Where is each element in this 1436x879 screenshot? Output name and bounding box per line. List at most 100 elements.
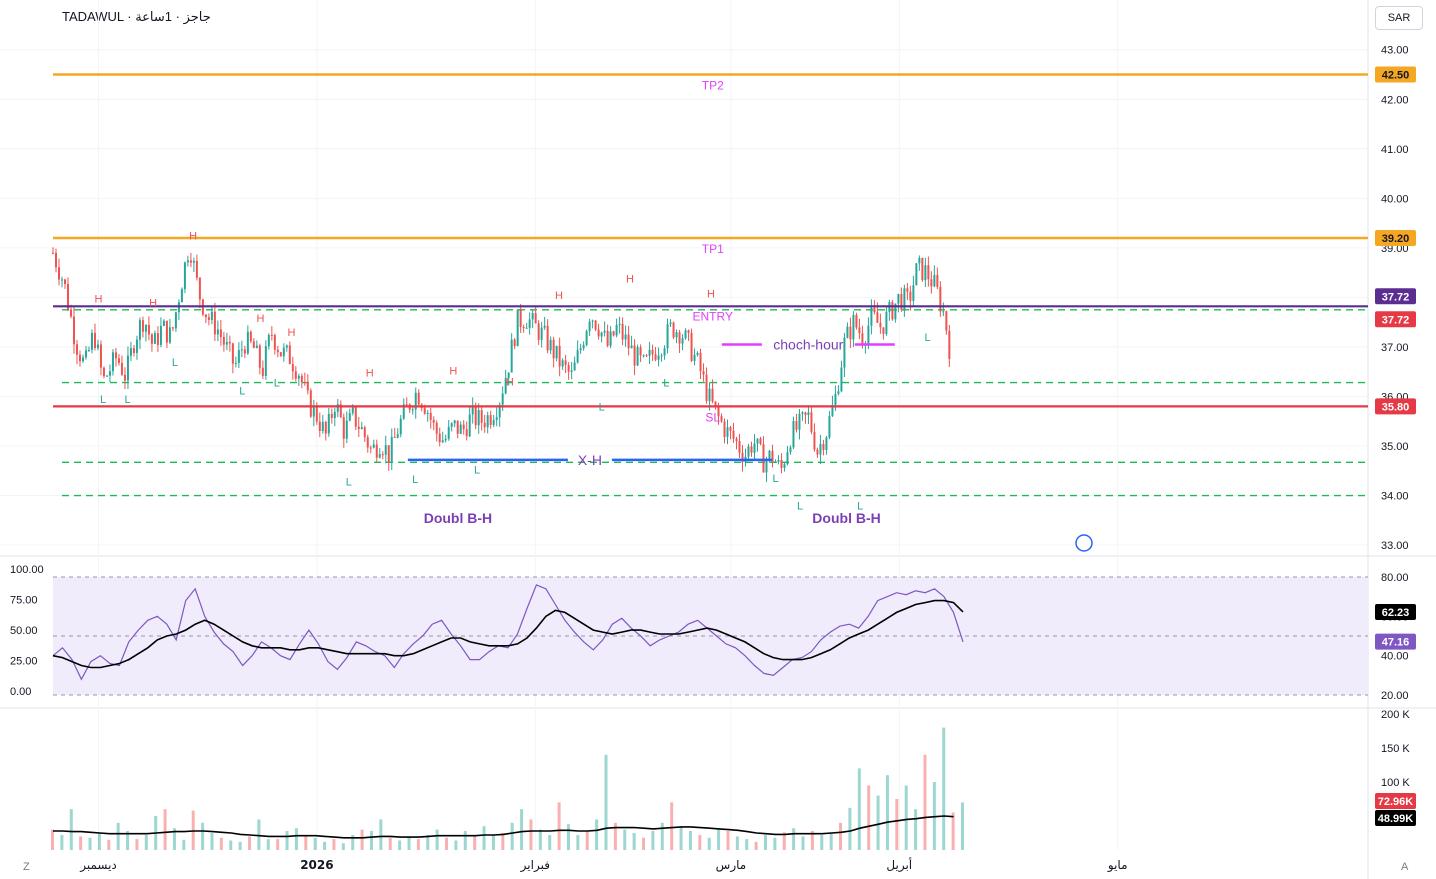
candle-body bbox=[651, 349, 654, 355]
candle-body bbox=[798, 413, 801, 430]
volume-bar bbox=[172, 828, 176, 850]
candle-body bbox=[246, 331, 249, 354]
volume-bar bbox=[651, 830, 655, 850]
candle-body bbox=[249, 331, 252, 342]
candle-body bbox=[504, 378, 507, 394]
candle-body bbox=[240, 349, 243, 351]
candle-body bbox=[309, 390, 312, 417]
candle-body bbox=[273, 335, 276, 350]
candle-body bbox=[315, 405, 318, 422]
candle-body bbox=[282, 347, 285, 357]
candle-body bbox=[786, 452, 789, 465]
candle-body bbox=[162, 320, 165, 326]
volume-bar bbox=[688, 830, 692, 850]
candle-body bbox=[351, 407, 354, 413]
candle-body bbox=[543, 325, 546, 328]
candle-body bbox=[138, 320, 141, 340]
volume-bar bbox=[473, 836, 477, 850]
candle-body bbox=[861, 333, 864, 346]
volume-bar bbox=[548, 835, 552, 850]
xh-label: X-H bbox=[578, 452, 602, 468]
candle-body bbox=[52, 252, 54, 254]
candle-body bbox=[192, 260, 195, 263]
volume-bar bbox=[257, 819, 261, 850]
candle-body bbox=[615, 325, 618, 336]
corner-right-label[interactable]: A bbox=[1401, 861, 1409, 873]
volume-bar bbox=[285, 830, 289, 850]
swing-label: H bbox=[95, 293, 103, 305]
candle-body bbox=[54, 253, 57, 268]
candle-body bbox=[63, 279, 66, 285]
candle-body bbox=[558, 345, 561, 367]
swing-label: H bbox=[287, 327, 295, 339]
candle-body bbox=[303, 382, 306, 384]
candle-body bbox=[609, 331, 612, 346]
swing-label: L bbox=[274, 378, 280, 390]
candle-body bbox=[855, 314, 858, 328]
candle-body bbox=[945, 311, 948, 331]
volume-bar bbox=[276, 839, 280, 850]
level-label-sl: SL bbox=[705, 410, 720, 424]
candle-body bbox=[291, 364, 294, 372]
candle-body bbox=[360, 427, 363, 430]
swing-label: L bbox=[772, 473, 778, 485]
candle-body bbox=[873, 307, 876, 313]
volume-bar bbox=[126, 830, 130, 850]
volume-tick-label: 200 K bbox=[1381, 709, 1410, 721]
candle-body bbox=[204, 314, 207, 318]
volume-bar bbox=[735, 836, 739, 850]
candle-body bbox=[414, 392, 417, 410]
candle-body bbox=[564, 360, 567, 365]
candle-body bbox=[252, 341, 255, 349]
candle-body bbox=[585, 331, 588, 345]
volume-bar bbox=[885, 775, 889, 850]
candle-body bbox=[588, 321, 591, 332]
candle-body bbox=[594, 320, 597, 330]
candle-body bbox=[435, 422, 438, 434]
currency-button[interactable]: SAR bbox=[1375, 6, 1423, 30]
rsi-left-tick: 75.00 bbox=[10, 595, 38, 607]
candle-body bbox=[747, 446, 750, 457]
candle-body bbox=[630, 345, 633, 349]
candle-body bbox=[726, 427, 729, 437]
swing-label: H bbox=[626, 274, 634, 286]
candle-body bbox=[684, 330, 687, 339]
volume-bar bbox=[660, 822, 664, 850]
swing-label: H bbox=[555, 290, 563, 302]
candle-body bbox=[111, 352, 114, 372]
time-tick-label: 2026 bbox=[300, 858, 333, 872]
volume-badge bbox=[1375, 810, 1416, 826]
candle-body bbox=[891, 302, 894, 320]
candle-body bbox=[354, 407, 357, 427]
corner-left-label[interactable]: Z bbox=[23, 861, 30, 873]
volume-bar bbox=[379, 819, 383, 850]
candle-body bbox=[678, 332, 681, 344]
candle-body bbox=[618, 323, 621, 326]
candle-body bbox=[771, 450, 774, 463]
candle-body bbox=[924, 265, 927, 281]
candle-body bbox=[591, 320, 594, 322]
candle-body bbox=[804, 412, 807, 416]
candle-body bbox=[897, 294, 900, 304]
volume-bar bbox=[942, 727, 946, 850]
volume-bar bbox=[867, 785, 871, 850]
volume-bar bbox=[88, 837, 92, 850]
time-tick-label: أبريل bbox=[886, 857, 912, 873]
volume-bar bbox=[707, 837, 711, 850]
volume-bar bbox=[529, 819, 533, 850]
volume-bar bbox=[595, 819, 599, 850]
swing-label: L bbox=[346, 477, 352, 489]
price-badge bbox=[1375, 229, 1416, 246]
candle-body bbox=[777, 460, 780, 463]
candle-body bbox=[762, 444, 765, 473]
candle-body bbox=[132, 348, 135, 353]
volume-bar bbox=[763, 835, 767, 850]
candle-body bbox=[828, 416, 831, 438]
candle-body bbox=[261, 367, 264, 376]
rsi-series-rsi bbox=[52, 584, 964, 681]
price-tick-label: 34.00 bbox=[1381, 491, 1409, 503]
volume-bar bbox=[238, 841, 242, 850]
candle-body bbox=[225, 341, 228, 345]
candle-body bbox=[348, 412, 351, 421]
